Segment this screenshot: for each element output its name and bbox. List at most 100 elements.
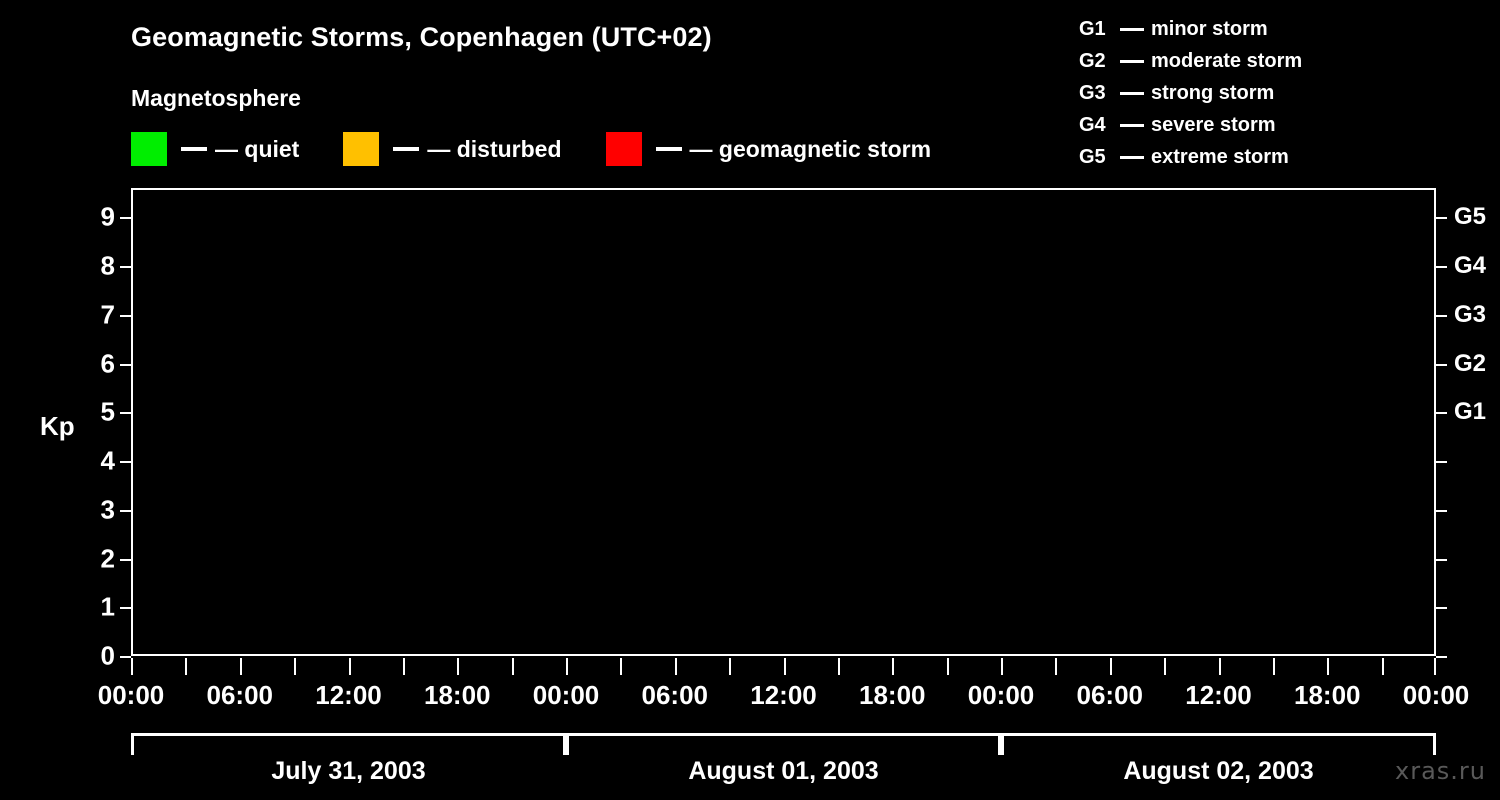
x-tick-label: 00:00: [97, 680, 165, 710]
y-tick-mark-left: [120, 656, 131, 658]
g-scale-axis-labels: G1 G2 G3 G4 G5: [1454, 188, 1500, 656]
y-tick-label-3: 3: [100, 494, 115, 525]
g-description: strong storm: [1151, 81, 1275, 104]
g-axis-label-g5: G5: [1454, 203, 1487, 231]
x-tick-mark: [348, 658, 351, 675]
y-tick-label-8: 8: [100, 250, 115, 281]
legend-entry-quiet: — quiet: [131, 132, 299, 166]
y-tick-label-4: 4: [100, 445, 115, 476]
g-description: extreme storm: [1151, 145, 1289, 168]
x-axis: 00:00 06:00 12:00 18:00 00:00 06:00 12:00 18:00…: [98, 658, 1469, 718]
legend-dash: [655, 147, 682, 151]
g-dash: [1120, 123, 1144, 127]
x-tick-label: 06:00: [206, 680, 274, 710]
x-tick-mark: [620, 658, 623, 675]
y-tick-mark-left: [120, 314, 131, 317]
g-description: severe storm: [1151, 113, 1276, 136]
y-tick-mark-left: [120, 461, 131, 463]
date-label: August 02, 2003: [1123, 757, 1314, 785]
y-axis-title: Kp: [40, 411, 75, 441]
g-legend-row-g2: G2 moderate storm: [1079, 45, 1302, 77]
axis-tick-marks: [0, 188, 1500, 658]
magnetosphere-label: Magnetosphere: [131, 85, 301, 111]
g-description: moderate storm: [1151, 49, 1303, 72]
legend-label: — quiet: [215, 135, 300, 162]
legend-dash: [393, 147, 420, 151]
chart-title: Geomagnetic Storms, Copenhagen (UTC+02): [131, 22, 712, 52]
y-tick-mark-right: [1436, 363, 1447, 366]
y-tick-label-0: 0: [100, 640, 115, 671]
date-axis: July 31, 2003 August 01, 2003 August 02, 2…: [131, 733, 1436, 795]
y-tick-label-9: 9: [100, 201, 115, 232]
legend-label: — disturbed: [427, 135, 562, 162]
x-tick-mark: [1327, 658, 1330, 675]
legend-entry-geomagnetic-storm: — geomagnetic storm: [605, 132, 932, 166]
x-tick-mark: [1001, 658, 1003, 675]
y-tick-mark-left: [120, 363, 131, 366]
legend-label: — geomagnetic storm: [689, 135, 932, 162]
y-tick-mark-left: [120, 509, 131, 512]
x-tick-mark: [674, 658, 677, 675]
g-code: G2: [1079, 49, 1106, 72]
x-tick-label: 18:00: [424, 680, 491, 710]
red-square-swatch: [605, 132, 642, 166]
x-tick-label: 18:00: [859, 680, 926, 710]
g-axis-label-g4: G4: [1454, 252, 1487, 279]
green-square-swatch: [131, 132, 167, 166]
y-tick-mark-left: [120, 266, 131, 268]
watermark: xras.ru: [1395, 757, 1486, 785]
y-tick-label-6: 6: [100, 348, 115, 378]
date-bracket: [131, 733, 566, 755]
y-tick-mark-right: [1436, 607, 1447, 610]
x-tick-mark: [1272, 658, 1275, 675]
legend-dash: [181, 147, 207, 151]
y-tick-label-2: 2: [100, 543, 115, 573]
y-tick-mark-right: [1436, 412, 1447, 415]
x-tick-mark: [566, 658, 568, 675]
y-tick-mark-right: [1436, 558, 1447, 561]
y-tick-mark-right: [1436, 266, 1447, 268]
plot-frame: [131, 188, 1436, 656]
g-dash: [1120, 91, 1144, 95]
g-code: G5: [1079, 145, 1106, 168]
x-tick-label: 12:00: [1185, 680, 1252, 710]
y-tick-mark-left: [120, 217, 131, 220]
y-tick-mark-right: [1436, 656, 1447, 658]
g-dash: [1120, 27, 1144, 31]
x-tick-label: 00:00: [1402, 680, 1470, 710]
y-tick-label-1: 1: [100, 591, 115, 622]
date-bracket: [566, 733, 1001, 755]
y-tick-mark-left: [120, 607, 131, 610]
g-code: G1: [1079, 17, 1106, 40]
y-tick-mark-right: [1436, 314, 1447, 317]
g-dash: [1120, 155, 1144, 159]
g-code: G4: [1079, 113, 1106, 136]
g-dash: [1120, 59, 1144, 63]
x-tick-mark: [837, 658, 840, 675]
y-tick-mark-left: [120, 412, 131, 415]
y-axis-tick-labels: 0 1 2 3 4 5 6 7 8 9: [0, 188, 115, 671]
x-tick-label: 18:00: [1294, 680, 1361, 710]
x-tick-mark: [1218, 658, 1221, 675]
g-legend-row-g5: G5 extreme storm: [1079, 141, 1302, 173]
g-code: G3: [1079, 81, 1106, 104]
x-tick-mark: [1164, 658, 1167, 675]
x-tick-mark: [1055, 658, 1058, 675]
x-tick-mark: [892, 658, 895, 675]
x-tick-label: 12:00: [750, 680, 817, 710]
x-tick-mark: [402, 658, 405, 675]
x-tick-label: 12:00: [315, 680, 382, 710]
x-tick-label: 00:00: [532, 680, 600, 710]
x-tick-mark: [131, 658, 133, 675]
x-tick-mark: [1381, 658, 1384, 675]
y-tick-label-7: 7: [100, 299, 115, 330]
g-legend-row-g1: G1 minor storm: [1079, 13, 1302, 45]
orange-square-swatch: [343, 132, 380, 166]
date-label: July 31, 2003: [271, 757, 426, 785]
legend-entry-disturbed: — disturbed: [343, 132, 562, 166]
x-tick-mark: [239, 658, 242, 675]
x-tick-mark: [1109, 658, 1112, 675]
g-legend-row-g3: G3 strong storm: [1079, 77, 1302, 109]
y-tick-mark-right: [1436, 461, 1447, 463]
